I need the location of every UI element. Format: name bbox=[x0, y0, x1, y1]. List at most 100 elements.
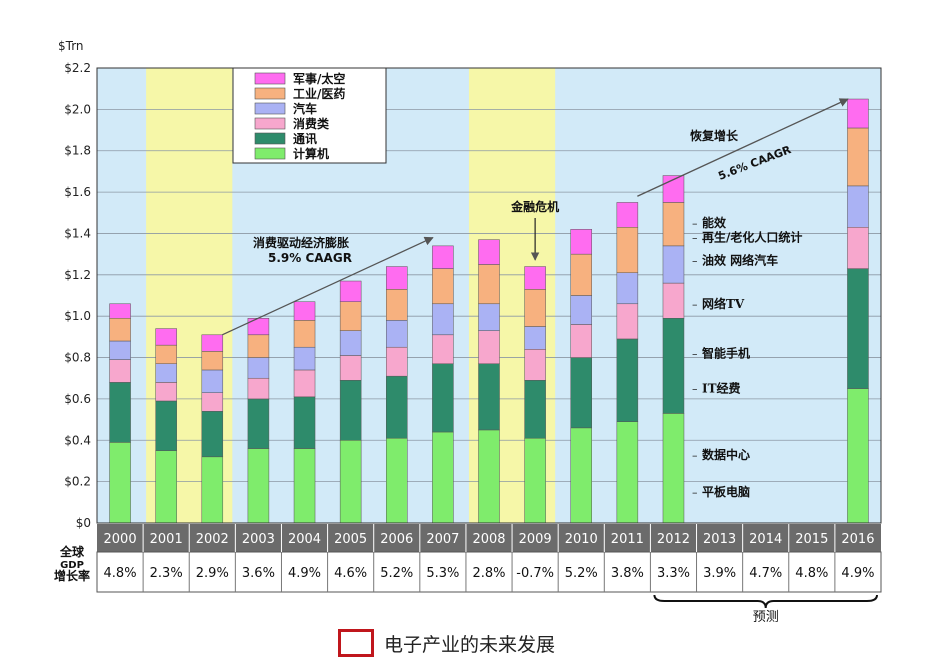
bar-segment bbox=[616, 272, 639, 305]
bar-segment bbox=[247, 357, 270, 379]
year-label: 2008 bbox=[472, 532, 505, 547]
y-tick-label: $1.0 bbox=[64, 309, 91, 323]
gdp-value: 3.9% bbox=[703, 566, 736, 581]
driver-dash: – bbox=[692, 449, 698, 462]
bar-segment bbox=[570, 229, 592, 255]
bar-segment bbox=[155, 382, 177, 402]
bar-segment bbox=[201, 334, 224, 352]
gdp-row-label: 全球 bbox=[59, 544, 85, 559]
bar-segment bbox=[386, 437, 408, 524]
bar-segment bbox=[386, 320, 408, 348]
bar-segment bbox=[662, 202, 685, 247]
bar-segment bbox=[293, 320, 316, 348]
bar-segment bbox=[570, 324, 592, 358]
bar-segment bbox=[432, 431, 454, 524]
trend1-rate: 5.9% CAAGR bbox=[268, 251, 352, 265]
gdp-value: 2.8% bbox=[472, 566, 505, 581]
driver-label: 数据中心 bbox=[702, 447, 750, 462]
legend-label: 计算机 bbox=[293, 146, 329, 161]
bar-segment bbox=[386, 266, 408, 290]
year-label: 2015 bbox=[795, 532, 828, 547]
driver-label: 再生/老化人口统计 bbox=[702, 230, 802, 245]
bar-segment bbox=[293, 346, 316, 371]
bar-segment bbox=[524, 289, 546, 327]
bar-segment bbox=[616, 202, 639, 228]
driver-dash: – bbox=[692, 486, 698, 499]
bar-segment bbox=[293, 301, 316, 321]
bar-segment bbox=[247, 448, 270, 524]
bar-segment bbox=[155, 450, 177, 524]
y-tick-label: $1.6 bbox=[64, 185, 91, 199]
trend1-arrow bbox=[222, 236, 434, 336]
gdp-value: 4.9% bbox=[841, 566, 874, 581]
gdp-value: -0.7% bbox=[516, 566, 554, 581]
bar-segment bbox=[247, 377, 270, 400]
bar-segment bbox=[570, 357, 592, 429]
bar-segment bbox=[432, 245, 454, 269]
driver-dash: – bbox=[692, 347, 698, 360]
bar-segment bbox=[155, 328, 177, 346]
bar-segment bbox=[432, 268, 454, 305]
bar-segment bbox=[293, 396, 316, 449]
driver-label: 智能手机 bbox=[701, 345, 750, 360]
bar-segment bbox=[478, 429, 500, 524]
legend-swatch bbox=[254, 147, 286, 160]
bar-segment bbox=[339, 280, 362, 302]
year-label: 2004 bbox=[288, 532, 321, 547]
legend-swatch bbox=[254, 87, 286, 100]
bar-segment bbox=[386, 346, 408, 377]
legend-swatch bbox=[254, 132, 286, 145]
y-tick-label: $0.6 bbox=[64, 392, 91, 406]
bar-segment bbox=[201, 351, 224, 371]
bar-segment bbox=[247, 398, 270, 449]
year-label: 2012 bbox=[657, 532, 690, 547]
bar-segment bbox=[109, 303, 131, 319]
bar-segment bbox=[109, 359, 131, 383]
bar-segment bbox=[247, 318, 270, 336]
year-label: 2005 bbox=[334, 532, 367, 547]
legend-label: 工业/医药 bbox=[293, 86, 345, 101]
caption-marker-box bbox=[338, 629, 374, 657]
caption-text: 电子产业的未来发展 bbox=[384, 633, 556, 656]
bar-segment bbox=[847, 98, 869, 129]
bar-segment bbox=[432, 363, 454, 433]
trend1-label: 消费驱动经济膨胀 bbox=[253, 235, 349, 250]
driver-dash: – bbox=[692, 254, 698, 267]
bar-segment bbox=[524, 380, 546, 439]
year-row-background bbox=[97, 524, 881, 552]
bar-segment bbox=[662, 413, 685, 524]
gdp-value: 4.6% bbox=[334, 566, 367, 581]
driver-label: 平板电脑 bbox=[702, 484, 750, 499]
bar-segment bbox=[293, 369, 316, 398]
year-label: 2014 bbox=[749, 532, 782, 547]
bar-segment bbox=[524, 266, 546, 290]
bar-segment bbox=[339, 440, 362, 524]
bar-segment bbox=[339, 355, 362, 381]
driver-dash: – bbox=[692, 298, 698, 311]
bar-segment bbox=[478, 363, 500, 431]
legend-swatch bbox=[254, 117, 286, 130]
bar-segment bbox=[386, 375, 408, 439]
gdp-value: 2.3% bbox=[150, 566, 183, 581]
trend2-label: 恢复增长 bbox=[690, 128, 739, 143]
bar-segment bbox=[293, 448, 316, 524]
driver-label: 网络TV bbox=[702, 296, 745, 311]
legend-swatch bbox=[254, 72, 286, 85]
bar-segment bbox=[616, 421, 639, 524]
year-label: 2003 bbox=[242, 532, 275, 547]
bar-segment bbox=[247, 334, 270, 358]
bar-segment bbox=[570, 295, 592, 325]
bar-segment bbox=[201, 411, 224, 458]
legend-swatch bbox=[254, 102, 286, 115]
bar-segment bbox=[616, 303, 639, 340]
driver-dash: – bbox=[692, 217, 698, 230]
bar-segment bbox=[432, 303, 454, 336]
y-tick-label: $1.4 bbox=[64, 226, 91, 240]
bar-segment bbox=[109, 340, 131, 360]
bar-segment bbox=[847, 268, 869, 389]
year-label: 2001 bbox=[150, 532, 183, 547]
year-label: 2009 bbox=[519, 532, 552, 547]
bar-segment bbox=[847, 127, 869, 187]
caption: 电子产业的未来发展 bbox=[338, 626, 555, 660]
